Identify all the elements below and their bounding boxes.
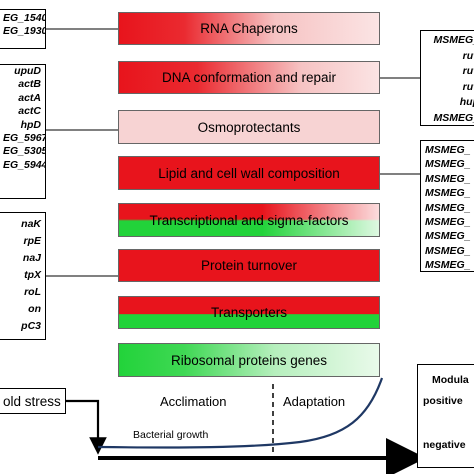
gene-label: roL (24, 286, 41, 298)
right-gene-list-1: MSMEG_ ruv ruv ruv hup MSMEG_ (420, 30, 474, 126)
legend-title: Modula (432, 374, 469, 386)
gene-label: EG_5944 (3, 158, 46, 171)
gene-label: ruv (462, 80, 474, 93)
gene-label: pC3 (21, 320, 41, 332)
gene-label: on (28, 303, 41, 315)
gene-label: EG_1540 (3, 12, 46, 24)
category-label: Osmoprotectants (197, 119, 301, 135)
adaptation-label: Adaptation (283, 394, 346, 409)
right-gene-list-2: MSMEG_ MSMEG_ MSMEG_ MSMEG_ MSMEG_ MSMEG… (420, 140, 474, 272)
gene-label: MSMEG_ (425, 259, 471, 272)
category-lipid-cell-wall: Lipid and cell wall composition (118, 156, 380, 190)
gene-label: EG_5305 (3, 145, 46, 158)
gene-label: MSMEG_ (425, 216, 471, 229)
gene-label: hup (459, 96, 474, 108)
gene-label: MSMEG_ (425, 201, 471, 214)
gene-label: ruv (462, 65, 474, 77)
gene-label: MSMEG_ (425, 187, 471, 200)
legend-negative-label: negative (423, 439, 466, 451)
modulation-legend: Modula positive negative (417, 364, 474, 468)
category-label: Ribosomal proteins genes (170, 352, 328, 368)
gene-label: naK (21, 218, 41, 230)
gene-label: MSMEG_ (425, 172, 471, 185)
category-transporters: Transporters (118, 296, 380, 329)
category-label: Transporters (210, 305, 288, 320)
gene-label: MSMEG_ (433, 34, 474, 46)
category-ribosomal: Ribosomal proteins genes (118, 343, 380, 377)
cold-stress-box: old stress (0, 388, 66, 414)
category-label: RNA Chaperons (200, 21, 298, 36)
category-label: DNA conformation and repair (161, 70, 337, 85)
gene-label: actB (18, 78, 41, 91)
gene-label: rpE (23, 235, 41, 247)
gene-label: actA (18, 91, 41, 104)
category-protein-turnover: Protein turnover (118, 249, 380, 282)
cold-stress-label: old stress (3, 393, 61, 409)
legend-positive-label: positive (423, 395, 463, 407)
gene-label: EG_1930 (3, 25, 46, 38)
pink-gradient-overlay (119, 204, 379, 236)
acclimation-label: Acclimation (160, 394, 227, 409)
category-label: Protein turnover (200, 258, 298, 273)
left-gene-list-2: upuD actB actA actC hpD EG_5967 EG_5305 … (0, 64, 46, 199)
gene-label: MSMEG_ (425, 144, 471, 156)
category-label: Transcriptional and sigma-factors (149, 212, 349, 228)
gene-label: upuD (14, 65, 41, 77)
gene-label: MSMEG_ (425, 158, 471, 171)
gene-label: hpD (20, 118, 41, 131)
stress-arrow (66, 399, 107, 455)
category-osmoprotectants: Osmoprotectants (118, 110, 380, 144)
category-transcriptional: Transcriptional and sigma-factors (118, 203, 380, 237)
gene-label: EG_5967 (3, 132, 46, 145)
left-gene-list-3: naK rpE naJ tpX roL on pC3 (0, 212, 46, 340)
bacterial-growth-label: Bacterial growth (133, 429, 209, 441)
gene-label: MSMEG_ (425, 230, 471, 243)
category-rna-chaperons: RNA Chaperons (118, 12, 380, 45)
category-label: Lipid and cell wall composition (158, 165, 340, 181)
gene-label: naJ (22, 252, 41, 264)
gene-label: MSMEG_ (433, 111, 474, 124)
gene-label: actC (18, 105, 41, 118)
gene-label: ruv (462, 49, 474, 62)
left-gene-list-1: EG_1540 EG_1930 (0, 9, 46, 49)
gene-label: tpX (24, 269, 41, 281)
gene-label: MSMEG_ (425, 244, 471, 257)
category-dna-repair: DNA conformation and repair (118, 61, 380, 94)
